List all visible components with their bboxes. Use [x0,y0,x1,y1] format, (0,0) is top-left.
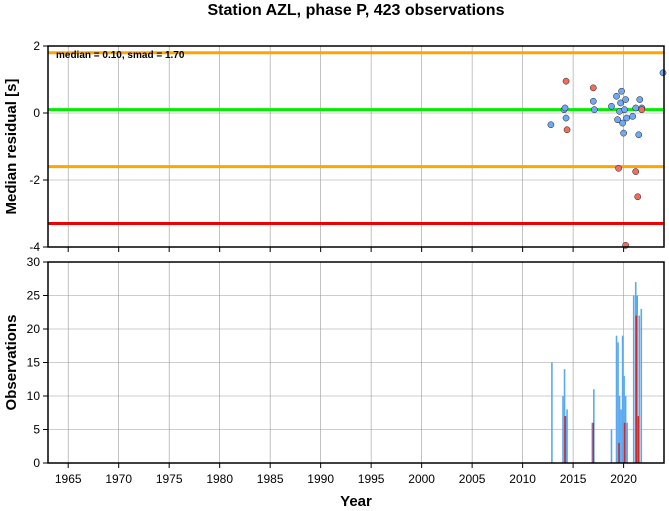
residual-y-tick-label: -2 [29,173,40,187]
observation-bar-blue [624,396,627,463]
residual-point-blue [659,69,667,77]
observation-bar-blue [615,335,618,463]
residual-point-blue [632,104,640,112]
observations-y-tick-label: 10 [27,389,41,403]
observation-bar-blue [623,375,625,463]
residual-point-red [562,77,570,85]
observation-bar-red [564,416,566,463]
x-tick-label: 1965 [55,472,82,486]
observation-bar-blue [640,308,643,463]
residual-point-blue [617,99,624,107]
residual-point-blue [623,114,630,122]
observation-bar-red [637,416,640,463]
observations-frame [47,261,665,464]
residual-point-red [634,193,642,201]
x-tick-label: 1985 [257,472,284,486]
residual-y-tick-label: 0 [33,106,40,120]
observation-bar-red [592,422,595,463]
residual-point-red [638,106,646,114]
residual-point-red [615,164,622,172]
observations-y-tick-label: 15 [27,356,41,370]
residual-point-blue [619,119,626,127]
observation-bar-red [623,422,626,463]
observations-bars [551,282,643,463]
observation-bar-blue [551,362,553,463]
observation-bar-blue [620,409,622,463]
x-axis-label: Year [340,493,372,510]
residual-points [547,69,667,249]
observations-grid [48,261,664,464]
x-tick-label: 1995 [358,472,385,486]
observations-y-tick-label: 5 [33,423,40,437]
residual-point-blue [635,131,643,139]
x-tick-label: 2020 [610,472,637,486]
observation-bar-blue [617,342,619,463]
observation-bar-blue [626,422,628,463]
observations-y-tick-label: 30 [27,255,41,269]
residual-point-blue [636,96,644,103]
observation-bar-blue [621,335,624,463]
observation-bar-blue [566,409,568,463]
chart-title: Station AZL, phase P, 423 observations [208,2,505,19]
observation-bar-blue [638,315,641,463]
observation-bar-blue [636,295,639,463]
observation-bar-blue [562,396,564,463]
residual-point-blue [629,113,637,120]
observations-y-tick-label: 0 [33,456,40,470]
residual-point-blue [589,97,597,105]
x-tick-label: 1975 [156,472,183,486]
residual-frame [47,45,665,248]
residual-panel: 2 0 -2 -4 median = 0.10, smad = 1.70 Median… [3,39,667,254]
reference-lines [48,51,664,226]
residual-point-blue [562,114,570,122]
residual-point-blue [620,129,627,137]
x-tick-label: 2005 [459,472,486,486]
observation-bar-red [635,315,638,463]
x-tick-label: 2015 [560,472,587,486]
observation-bar-blue [632,295,635,463]
residual-point-blue [614,116,621,124]
observations-y-axis-label: Observations [3,315,20,411]
observation-bar-blue [610,429,613,463]
residual-point-red [632,168,640,175]
median-annotation: median = 0.10, smad = 1.70 [56,50,185,61]
residual-y-axis-label: Median residual [s] [3,79,20,215]
x-tick-label: 1990 [307,472,334,486]
observations-x-ticks: 1965 1970 1975 1980 1985 1990 1995 2000 2005 2010… [55,463,637,486]
x-tick-label: 1980 [206,472,233,486]
observations-panel: 0 5 10 15 20 25 30 1965 1970 1975 1980 1985 1990 199… [3,255,665,510]
observations-y-tick-label: 25 [27,289,41,303]
observations-y-tick-label: 20 [27,322,41,336]
x-tick-label: 2010 [509,472,536,486]
observation-bar-red [618,442,620,463]
observation-bar-blue [618,396,621,463]
x-tick-label: 1970 [105,472,132,486]
observation-bar-blue [565,416,567,463]
residual-point-blue [621,106,628,114]
residual-point-blue [618,87,625,95]
residual-point-red [589,84,597,92]
observations-y-ticks: 0 5 10 15 20 25 30 [27,255,48,470]
residual-point-red [563,126,571,134]
residual-y-tick-label: -4 [29,240,40,254]
residual-point-blue [613,92,620,100]
residual-point-blue [590,106,598,114]
residual-point-blue [547,121,555,129]
observation-bar-blue [591,422,594,463]
x-tick-label: 2000 [408,472,435,486]
residual-grid [48,45,664,248]
residual-point-blue [622,96,629,103]
residual-point-blue [561,104,569,112]
residual-y-tick-label: 2 [33,39,40,53]
residual-y-ticks: 2 0 -2 -4 [29,39,48,254]
residual-x-ticks [67,247,625,252]
residual-point-blue [608,102,615,110]
